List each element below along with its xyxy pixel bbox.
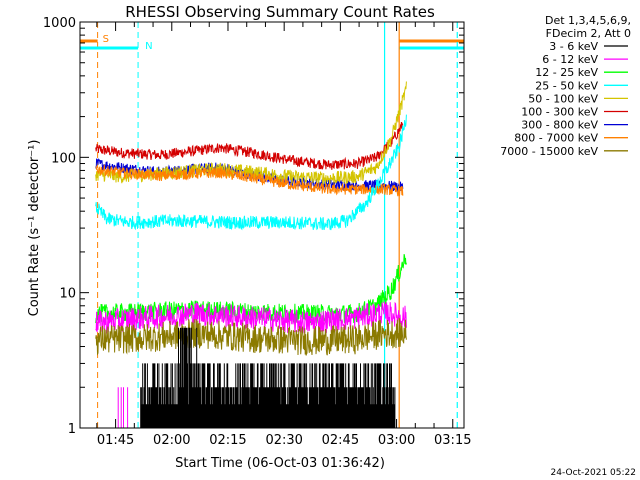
series-3-6kev-low [140, 327, 396, 428]
y-tick-label: 1000 [43, 16, 76, 31]
chart-title: RHESSI Observing Summary Count Rates [125, 3, 435, 21]
state-label-s: S [103, 34, 109, 45]
legend-label: 7000 - 15000 keV [500, 145, 598, 158]
series-50-100kev [95, 81, 407, 186]
x-tick-label: 02:45 [322, 433, 359, 448]
x-tick-label: 02:30 [265, 433, 302, 448]
series-25-50kev [95, 114, 407, 231]
x-tick-label: 02:15 [209, 433, 246, 448]
y-axis-label: Count Rate (s⁻¹ detector⁻¹) [27, 140, 42, 317]
y-tick-label: 100 [51, 151, 76, 166]
x-axis-label: Start Time (06-Oct-03 01:36:42) [175, 456, 385, 471]
legend-label: 3 - 6 keV [549, 40, 598, 53]
series-800-7000kev [95, 164, 404, 197]
legend-label: 12 - 25 keV [535, 66, 598, 79]
legend-label: 100 - 300 keV [521, 106, 598, 119]
legend: Det 1,3,4,5,6,9,FDecim 2, Att 03 - 6 keV… [500, 14, 631, 158]
x-tick-label: 01:45 [97, 433, 134, 448]
legend-label: 50 - 100 keV [528, 92, 598, 105]
series-6-12kev-low [117, 387, 129, 428]
footer-timestamp: 24-Oct-2021 05:22 [551, 468, 636, 478]
x-tick-label: 02:00 [153, 433, 190, 448]
y-tick-label: 1 [68, 422, 76, 437]
y-tick-label: 10 [59, 287, 76, 302]
series-100-300kev [95, 121, 404, 170]
legend-label: 300 - 800 keV [521, 119, 598, 132]
plot-frame [79, 21, 465, 429]
legend-header-2: FDecim 2, Att 0 [546, 27, 631, 40]
legend-label: 800 - 7000 keV [514, 132, 598, 145]
legend-header-1: Det 1,3,4,5,6,9, [545, 14, 631, 27]
series-7000-15000kev [95, 317, 407, 356]
x-tick-label: 03:00 [378, 433, 415, 448]
legend-label: 6 - 12 keV [542, 53, 598, 66]
x-tick-label: 03:15 [434, 433, 471, 448]
legend-label: 25 - 50 keV [535, 79, 598, 92]
state-label-n: N [145, 41, 152, 52]
